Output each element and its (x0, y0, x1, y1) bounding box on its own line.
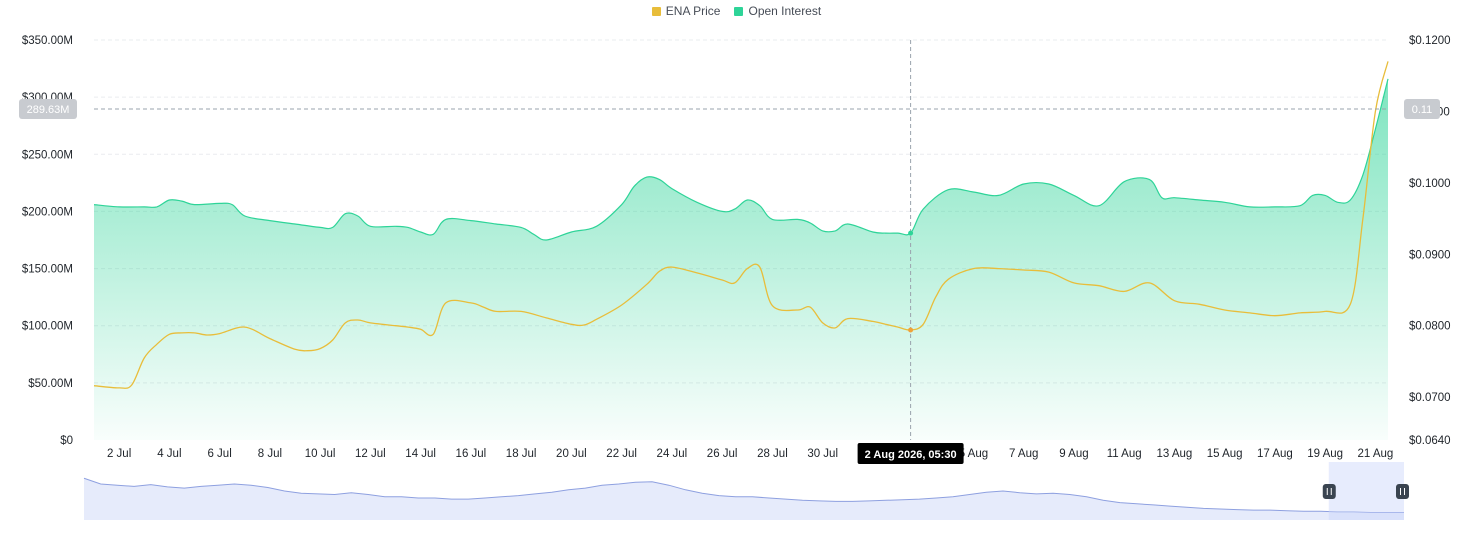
navigator-line (83, 477, 1404, 513)
ena-price-line (93, 61, 1389, 389)
x-tick-label: 14 Jul (405, 448, 436, 460)
x-tick-label: 19 Aug (1307, 448, 1343, 460)
y-axis-right: $0.0640$0.0700$0.0800$0.0900$0.1000$0.11… (1409, 35, 1451, 447)
x-tick-label: 28 Jul (757, 448, 788, 460)
legend-item-ena-price[interactable]: ENA Price (651, 4, 721, 18)
y-right-tick-label: $0.1200 (1409, 35, 1451, 47)
x-tick-label: 2 Jul (107, 448, 131, 460)
grip-icon (1322, 484, 1336, 499)
navigator-area (84, 478, 1404, 520)
y-left-tick-label: $100.00M (22, 321, 73, 333)
crosshair-right-value-badge (1404, 98, 1440, 119)
x-tick-label: 12 Jul (355, 448, 386, 460)
y-right-tick-label: $0.1000 (1409, 178, 1451, 190)
x-tick-label: 20 Jul (556, 448, 587, 460)
legend-swatch-open-interest (734, 6, 744, 16)
x-tick-label: 7 Aug (1009, 448, 1038, 460)
x-tick-label: 11 Aug (1107, 448, 1142, 460)
x-tick-label: 5 Aug (959, 448, 988, 460)
y-right-tick-label: $0.0640 (1409, 435, 1451, 447)
navigator-handle-left[interactable] (1322, 484, 1336, 499)
x-tick-label: 15 Aug (1207, 448, 1243, 460)
x-tick-label: 22 Jul (606, 448, 637, 460)
y-right-tick-label: $0.0800 (1409, 321, 1451, 333)
x-tick-label: 26 Jul (707, 448, 738, 460)
x-tick-label: 17 Aug (1257, 448, 1293, 460)
legend-item-open-interest[interactable]: Open Interest (734, 4, 821, 18)
crosshair-date-badge (857, 443, 964, 464)
y-left-tick-label: $150.00M (22, 264, 73, 276)
x-tick-label: 30 Jul (807, 448, 838, 460)
y-left-tick-label: $350.00M (22, 35, 73, 47)
x-tick-label: 8 Jul (258, 448, 282, 460)
x-axis: 2 Jul 4 Jul 6 Jul 8 Jul 10 Jul 12 Jul 14 Jul 16… (107, 448, 1393, 460)
navigator-selection[interactable] (1328, 462, 1404, 520)
crosshair-left-value-badge (19, 98, 77, 119)
open-interest-area (94, 78, 1388, 441)
y-left-tick-label: $50.00M (28, 378, 73, 390)
legend-label-ena-price: ENA Price (665, 4, 721, 18)
crosshair-right-value: 0.11 (1412, 104, 1433, 116)
crosshair-left-value: 289.63M (27, 104, 70, 116)
y-axis-left: $0 $50.00M $100.00M $150.00M $200.00M $250.00… (22, 35, 73, 447)
x-tick-label: 24 Jul (657, 448, 688, 460)
x-tick-label: 9 Aug (1059, 448, 1088, 460)
open-interest-marker (908, 230, 914, 236)
x-tick-label: 18 Jul (506, 448, 537, 460)
x-tick-label: 6 Jul (207, 448, 231, 460)
open-interest-line (93, 78, 1389, 241)
y-right-tick-label: $0.0700 (1409, 392, 1451, 404)
open-interest-series (93, 78, 1389, 441)
y-right-tick-label: $0.0900 (1409, 249, 1451, 261)
crosshair-date-label: 2 Aug 2026, 05:30 (865, 449, 957, 461)
x-tick-label: 16 Jul (456, 448, 487, 460)
x-tick-label: 21 Aug (1358, 448, 1394, 460)
y-left-tick-label: $0 (60, 435, 73, 447)
x-tick-label: 4 Jul (157, 448, 181, 460)
x-tick-label: 13 Aug (1157, 448, 1193, 460)
y-left-tick-label: $200.00M (22, 206, 73, 218)
legend-swatch-ena-price (651, 6, 661, 16)
crosshair: 289.63M 0.11 2 Aug 2026, 05:30 (19, 40, 1440, 464)
y-left-tick-label: $250.00M (22, 149, 73, 161)
legend-label-open-interest: Open Interest (748, 4, 822, 18)
navigator-handle-right[interactable] (1396, 484, 1409, 499)
range-navigator[interactable] (83, 462, 1409, 520)
ena-price-marker (908, 327, 914, 333)
x-tick-label: 10 Jul (305, 448, 336, 460)
ena-price-series (93, 61, 1389, 389)
grip-icon (1396, 484, 1409, 499)
chart-legend: ENA Price Open Interest (0, 4, 1473, 18)
